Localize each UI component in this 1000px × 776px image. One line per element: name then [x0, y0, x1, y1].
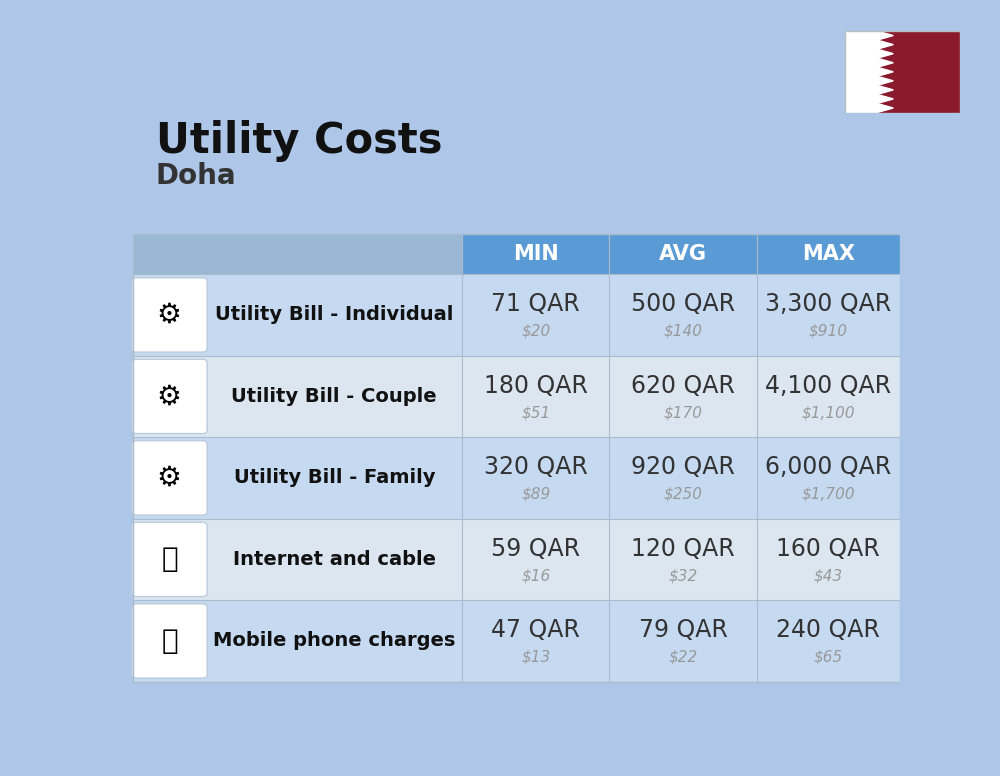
Text: Utility Bill - Couple: Utility Bill - Couple [231, 387, 437, 406]
Text: Utility Bill - Family: Utility Bill - Family [234, 469, 435, 487]
Text: 6,000 QAR: 6,000 QAR [765, 456, 891, 480]
Text: $43: $43 [814, 568, 843, 584]
Text: 120 QAR: 120 QAR [631, 537, 735, 561]
FancyBboxPatch shape [132, 441, 207, 515]
Text: Doha: Doha [156, 162, 237, 190]
Text: 320 QAR: 320 QAR [484, 456, 588, 480]
Polygon shape [877, 68, 893, 76]
Bar [133, 355, 900, 437]
Text: AVG: AVG [659, 244, 707, 264]
FancyBboxPatch shape [132, 359, 207, 434]
Bar [133, 600, 900, 681]
Text: $32: $32 [668, 568, 698, 584]
Text: $22: $22 [668, 650, 698, 665]
Polygon shape [877, 58, 893, 68]
Text: Utility Bill - Individual: Utility Bill - Individual [215, 306, 453, 324]
Text: 📶: 📶 [161, 546, 178, 573]
Text: 500 QAR: 500 QAR [631, 293, 735, 317]
Text: 620 QAR: 620 QAR [631, 374, 735, 398]
Text: $51: $51 [521, 405, 550, 421]
Text: $16: $16 [521, 568, 550, 584]
Text: ⚙️: ⚙️ [157, 383, 182, 411]
FancyBboxPatch shape [132, 604, 207, 678]
Text: $1,700: $1,700 [802, 487, 855, 502]
Text: $170: $170 [664, 405, 702, 421]
Polygon shape [877, 95, 893, 103]
Polygon shape [877, 76, 893, 85]
Text: 📱: 📱 [161, 627, 178, 655]
Text: ⚙️: ⚙️ [157, 301, 182, 329]
Text: 47 QAR: 47 QAR [491, 618, 580, 643]
Text: $65: $65 [814, 650, 843, 665]
Text: Mobile phone charges: Mobile phone charges [213, 632, 455, 650]
Text: MIN: MIN [513, 244, 559, 264]
Bar [133, 234, 900, 681]
Bar [845, 31, 877, 113]
Text: Utility Costs: Utility Costs [156, 120, 442, 162]
Text: 79 QAR: 79 QAR [639, 618, 727, 643]
FancyBboxPatch shape [132, 522, 207, 597]
Text: $13: $13 [521, 650, 550, 665]
Text: $1,100: $1,100 [802, 405, 855, 421]
Bar [462, 234, 900, 274]
Text: 3,300 QAR: 3,300 QAR [765, 293, 891, 317]
Text: $140: $140 [664, 324, 702, 338]
Text: 920 QAR: 920 QAR [631, 456, 735, 480]
Polygon shape [877, 103, 893, 113]
Text: 71 QAR: 71 QAR [491, 293, 580, 317]
Text: 240 QAR: 240 QAR [776, 618, 880, 643]
Polygon shape [877, 85, 893, 95]
Bar [133, 518, 900, 600]
Text: $910: $910 [809, 324, 848, 338]
Text: Internet and cable: Internet and cable [233, 550, 436, 569]
Bar [133, 437, 900, 518]
Text: 160 QAR: 160 QAR [776, 537, 880, 561]
Polygon shape [877, 49, 893, 58]
Text: 180 QAR: 180 QAR [484, 374, 588, 398]
Bar [133, 274, 900, 355]
Text: 4,100 QAR: 4,100 QAR [765, 374, 891, 398]
FancyBboxPatch shape [132, 278, 207, 352]
Text: ⚙️: ⚙️ [157, 464, 182, 492]
Text: $89: $89 [521, 487, 550, 502]
Polygon shape [877, 31, 893, 40]
Bar [133, 234, 462, 274]
Text: 59 QAR: 59 QAR [491, 537, 580, 561]
Text: $20: $20 [521, 324, 550, 338]
Text: $250: $250 [664, 487, 702, 502]
Polygon shape [877, 40, 893, 49]
Text: MAX: MAX [802, 244, 855, 264]
